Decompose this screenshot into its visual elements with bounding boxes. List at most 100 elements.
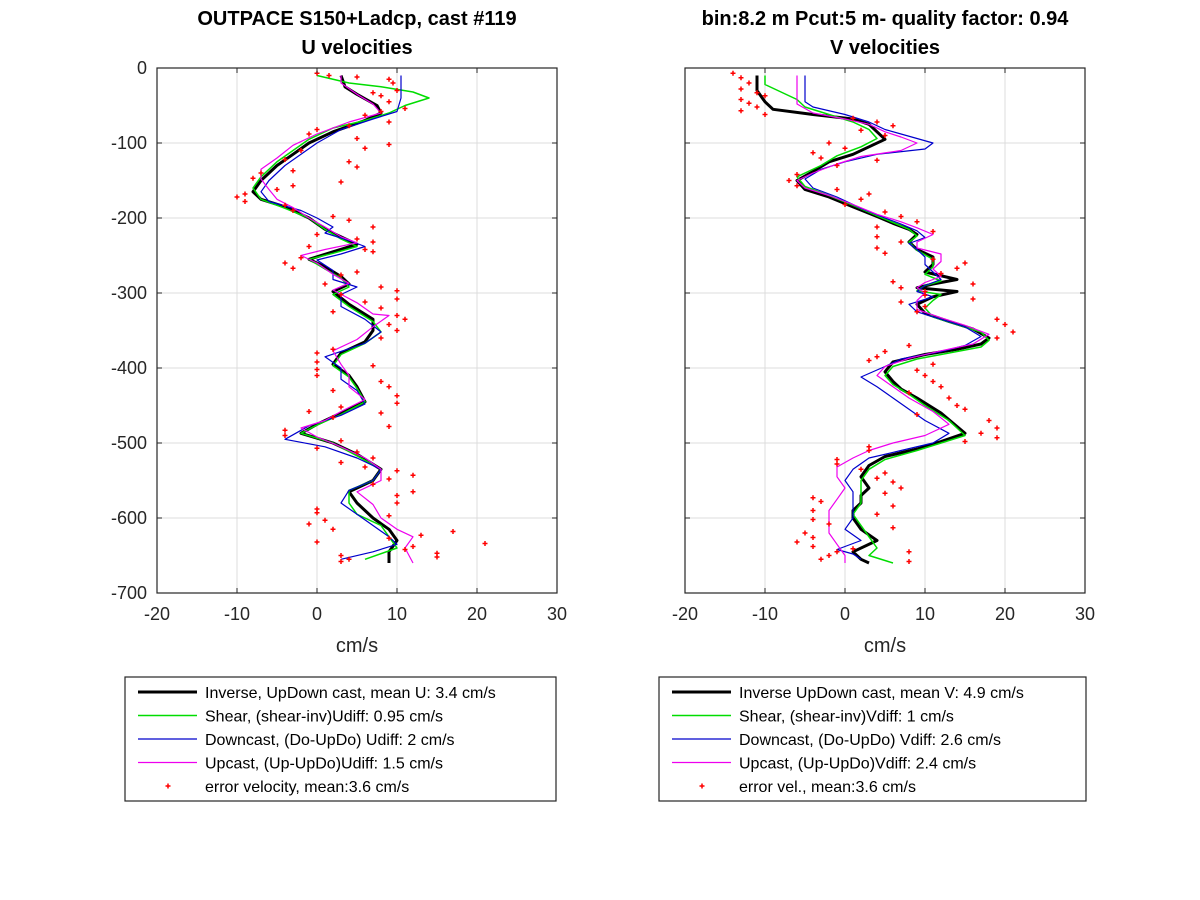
y-tick-label: -200 <box>111 208 147 228</box>
error-velocity-point <box>898 214 904 219</box>
error-velocity-point <box>970 296 976 302</box>
error-velocity-point <box>306 131 312 137</box>
y-tick-label: -700 <box>111 583 147 603</box>
error-velocity-point <box>826 553 832 558</box>
y-tick-label: -400 <box>111 358 147 378</box>
error-velocity-point <box>386 384 392 390</box>
error-velocity-point <box>938 271 944 276</box>
error-velocity-point <box>874 119 880 125</box>
error-velocity-point <box>898 239 904 245</box>
error-velocity-point <box>874 157 880 163</box>
error-velocity-point <box>794 183 800 189</box>
error-velocity-point <box>354 236 360 242</box>
error-velocity-point <box>354 449 360 455</box>
error-velocity-point <box>314 127 320 132</box>
error-velocity-point <box>338 404 344 410</box>
error-velocity-point <box>282 433 288 438</box>
error-velocity-point <box>874 234 880 240</box>
error-velocity-point <box>242 191 248 197</box>
error-velocity-point <box>298 148 304 153</box>
error-velocity-point <box>874 475 880 481</box>
error-velocity-point <box>386 424 392 429</box>
legend-label-1: Shear, (shear-inv)Vdiff: 1 cm/s <box>739 709 954 726</box>
error-velocity-point <box>314 359 320 365</box>
error-velocity-point <box>386 322 392 327</box>
error-velocity-point <box>394 296 400 302</box>
error-velocity-point <box>394 393 400 399</box>
error-velocity-point <box>946 395 952 401</box>
error-velocity-point <box>346 159 352 165</box>
error-velocity-point <box>386 119 392 125</box>
error-velocity-point <box>874 354 880 360</box>
v-legend: Inverse UpDown cast, mean V: 4.9 cm/s She… <box>658 676 1087 802</box>
x-tick-label: 10 <box>387 604 407 624</box>
error-velocity-point <box>362 464 368 470</box>
error-velocity-point <box>394 88 400 93</box>
series-line-3 <box>260 75 414 564</box>
error-velocity-point <box>330 214 336 219</box>
legend-label-error: error vel., mean:3.6 cm/s <box>739 779 916 796</box>
x-tick-label: 0 <box>840 604 850 624</box>
error-velocity-point <box>794 539 800 545</box>
error-velocity-point <box>354 164 360 170</box>
error-velocity-point <box>274 187 280 192</box>
y-tick-label: -500 <box>111 433 147 453</box>
plot-area <box>685 68 1085 593</box>
error-velocity-point <box>962 439 968 444</box>
error-velocity-point <box>250 175 256 181</box>
error-velocity-point <box>922 292 928 298</box>
legend-label-0: Inverse UpDown cast, mean V: 4.9 cm/s <box>739 685 1024 702</box>
error-velocity-point <box>314 232 320 237</box>
error-velocity-point <box>850 115 856 121</box>
error-velocity-point <box>394 400 400 406</box>
error-velocity-point <box>378 284 384 290</box>
error-velocity-point <box>378 305 384 311</box>
error-velocity-point <box>826 140 832 146</box>
error-velocity-point <box>842 202 848 207</box>
error-velocity-point <box>234 194 240 200</box>
x-tick-label: 30 <box>547 604 567 624</box>
error-velocity-point <box>738 108 744 114</box>
error-velocity-point <box>818 499 824 504</box>
error-velocity-point <box>330 526 336 532</box>
error-velocity-point <box>890 525 896 531</box>
error-velocity-point <box>290 183 296 189</box>
error-velocity-point <box>890 123 896 129</box>
series-line-2 <box>260 75 402 560</box>
error-velocity-point <box>410 544 416 549</box>
error-velocity-point <box>306 244 312 249</box>
x-tick-label: -20 <box>672 604 698 624</box>
error-velocity-point <box>834 457 840 462</box>
error-velocity-point <box>370 249 376 255</box>
error-velocity-point <box>858 127 864 133</box>
error-velocity-point <box>730 70 736 76</box>
plot-area <box>157 68 557 593</box>
x-axis-label: cm/s <box>336 635 378 657</box>
error-velocity-point <box>386 513 392 519</box>
error-velocity-point <box>338 553 344 558</box>
error-velocity-point <box>890 279 896 285</box>
error-velocity-point <box>338 272 344 278</box>
axes-box <box>156 67 558 594</box>
error-velocity-point <box>482 541 488 546</box>
error-velocity-point <box>386 142 392 147</box>
legend-label-0: Inverse, UpDown cast, mean U: 3.4 cm/s <box>205 685 496 702</box>
error-velocity-point <box>898 485 904 491</box>
error-velocity-point <box>786 178 792 183</box>
y-tick-label: -600 <box>111 508 147 528</box>
error-velocity-point <box>362 145 368 151</box>
error-velocity-point <box>338 438 344 444</box>
error-velocity-point <box>810 508 816 513</box>
error-velocity-point <box>314 445 320 451</box>
error-velocity-point <box>794 172 800 177</box>
error-velocity-point <box>906 559 912 564</box>
error-velocity-point <box>754 104 760 110</box>
error-velocity-point <box>834 163 840 168</box>
error-velocity-point <box>314 510 320 516</box>
error-velocity-point <box>986 418 992 423</box>
error-velocity-point <box>738 97 744 102</box>
error-velocity-point <box>370 239 376 245</box>
error-velocity-point <box>362 112 368 118</box>
error-velocity-point <box>378 335 384 341</box>
x-axis-label: cm/s <box>864 635 906 657</box>
